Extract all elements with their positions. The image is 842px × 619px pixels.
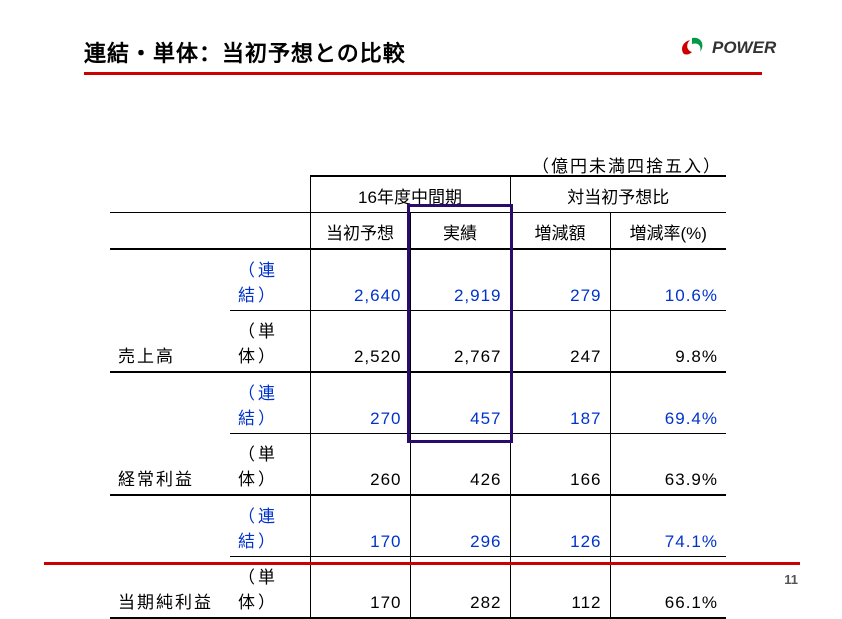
type-consolidated: （連結）	[230, 249, 310, 311]
row-label-revenue: 売上高	[110, 249, 230, 372]
page-number: 11	[784, 572, 798, 587]
financial-table: 16年度中間期 対当初予想比 当初予想 実績 増減額 増減率(%) 売上高 （連…	[110, 175, 726, 619]
th-forecast: 当初予想	[310, 213, 410, 250]
row-label-ordinary-income: 経常利益	[110, 372, 230, 495]
type-standalone: （単体）	[230, 434, 310, 496]
cell: 296	[410, 495, 510, 557]
cell: 170	[310, 495, 410, 557]
cell: 279	[510, 249, 610, 311]
cell: 2,919	[410, 249, 510, 311]
cell: 112	[510, 557, 610, 619]
th-diff: 増減額	[510, 213, 610, 250]
type-consolidated: （連結）	[230, 495, 310, 557]
footer-line	[44, 562, 800, 565]
cell: 2,767	[410, 311, 510, 373]
cell: 74.1%	[610, 495, 726, 557]
brand-logo: POWER	[678, 34, 798, 58]
col-group-interim: 16年度中間期	[310, 176, 510, 213]
title-underline	[84, 72, 762, 75]
cell: 426	[410, 434, 510, 496]
cell: 69.4%	[610, 372, 726, 434]
cell: 9.8%	[610, 311, 726, 373]
th-rate: 増減率(%)	[610, 213, 726, 250]
cell: 170	[310, 557, 410, 619]
cell: 63.9%	[610, 434, 726, 496]
cell: 260	[310, 434, 410, 496]
cell: 282	[410, 557, 510, 619]
col-group-vs-forecast: 対当初予想比	[510, 176, 726, 213]
slide: 連結・単体：当初予想との比較 POWER （億円未満四捨五入） 16年度中間期 …	[0, 0, 842, 595]
type-standalone: （単体）	[230, 557, 310, 619]
cell: 66.1%	[610, 557, 726, 619]
type-standalone: （単体）	[230, 311, 310, 373]
cell: 2,520	[310, 311, 410, 373]
row-label-net-income: 当期純利益	[110, 495, 230, 618]
type-consolidated: （連結）	[230, 372, 310, 434]
cell: 2,640	[310, 249, 410, 311]
cell: 126	[510, 495, 610, 557]
cell: 187	[510, 372, 610, 434]
cell: 10.6%	[610, 249, 726, 311]
cell: 270	[310, 372, 410, 434]
cell: 457	[410, 372, 510, 434]
cell: 166	[510, 434, 610, 496]
brand-text: POWER	[712, 38, 777, 57]
th-actual: 実績	[410, 213, 510, 250]
unit-note: （億円未満四捨五入）	[532, 152, 722, 177]
cell: 247	[510, 311, 610, 373]
